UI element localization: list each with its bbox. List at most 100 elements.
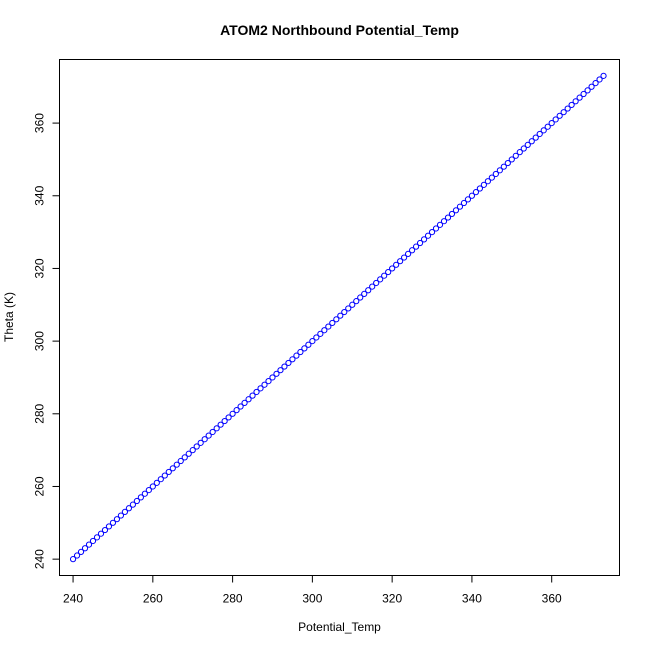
data-point	[576, 94, 583, 101]
data-point	[81, 545, 89, 552]
data-point	[209, 428, 216, 436]
data-point	[588, 83, 595, 90]
data-points	[69, 72, 607, 563]
data-point	[329, 319, 336, 327]
data-point	[277, 367, 284, 374]
data-point	[133, 497, 140, 505]
data-point	[472, 189, 480, 196]
data-point	[233, 407, 240, 414]
data-point	[556, 112, 563, 119]
data-point	[448, 210, 456, 218]
data-point	[177, 457, 184, 465]
data-point	[420, 236, 428, 243]
data-point	[568, 101, 575, 109]
data-point	[365, 287, 372, 294]
data-point	[85, 541, 93, 548]
data-point	[109, 519, 117, 526]
data-point	[317, 330, 324, 337]
data-point	[153, 479, 160, 486]
data-point	[520, 145, 527, 152]
data-point	[504, 159, 511, 167]
data-point	[149, 483, 156, 490]
data-point	[89, 537, 97, 545]
data-point	[169, 465, 176, 472]
data-point	[544, 123, 551, 130]
data-point	[241, 399, 248, 406]
data-point	[564, 105, 571, 112]
data-point	[584, 87, 591, 94]
data-point	[173, 461, 180, 468]
data-point	[528, 138, 535, 145]
y-tick-label: 300	[33, 331, 47, 351]
data-point	[245, 396, 252, 403]
data-point	[229, 410, 236, 417]
data-point	[428, 229, 436, 236]
data-point	[357, 294, 364, 301]
data-point	[397, 258, 404, 265]
data-point	[369, 283, 376, 290]
y-axis: 240 260 280 300 320 340 360	[33, 113, 60, 569]
data-point	[181, 454, 188, 461]
data-point	[401, 254, 408, 261]
data-point	[464, 196, 472, 203]
data-point	[281, 363, 288, 370]
data-point	[432, 225, 440, 232]
data-point	[508, 156, 515, 163]
data-point	[265, 377, 272, 385]
data-point	[484, 178, 491, 185]
data-point	[137, 494, 144, 501]
data-point	[460, 199, 468, 207]
data-point	[101, 526, 109, 534]
data-point	[301, 345, 308, 352]
data-point	[221, 417, 228, 425]
data-point	[261, 381, 268, 388]
y-tick-label: 340	[33, 185, 47, 205]
x-tick-label: 300	[302, 592, 322, 606]
data-point	[468, 192, 476, 199]
x-tick-label: 280	[223, 592, 243, 606]
x-tick-label: 240	[63, 592, 83, 606]
data-point	[273, 370, 280, 377]
data-point	[393, 261, 400, 268]
y-tick-label: 360	[33, 113, 47, 133]
data-point	[205, 432, 212, 439]
data-point	[536, 130, 543, 138]
data-point	[121, 508, 129, 516]
data-point	[253, 388, 260, 396]
data-point	[381, 272, 388, 279]
data-point	[440, 218, 448, 225]
data-point	[117, 512, 125, 519]
data-point	[185, 450, 192, 457]
data-point	[237, 403, 244, 410]
data-point	[113, 516, 121, 523]
data-point	[105, 523, 113, 530]
data-point	[217, 421, 224, 428]
data-point	[548, 119, 555, 127]
data-point	[580, 90, 587, 98]
data-point	[189, 447, 196, 454]
data-point	[93, 534, 101, 541]
data-point	[293, 352, 300, 359]
data-point	[325, 323, 332, 330]
data-point	[141, 490, 148, 497]
data-point	[377, 276, 384, 283]
data-point	[73, 552, 81, 559]
data-point	[353, 298, 360, 305]
data-point	[572, 98, 579, 105]
data-point	[269, 374, 276, 381]
x-axis-label: Potential_Temp	[298, 620, 381, 634]
data-point	[405, 250, 412, 258]
data-point	[516, 149, 523, 156]
data-point	[500, 163, 507, 170]
data-point	[213, 425, 220, 432]
data-point	[165, 468, 172, 476]
y-tick-label: 240	[33, 549, 47, 569]
x-axis: 240 260 280 300 320 340 360	[63, 575, 562, 606]
data-point	[305, 341, 312, 348]
data-point	[333, 316, 340, 323]
data-point	[289, 356, 296, 363]
data-point	[424, 232, 432, 239]
data-point	[600, 72, 607, 79]
data-point	[488, 174, 495, 181]
data-point	[349, 301, 356, 308]
